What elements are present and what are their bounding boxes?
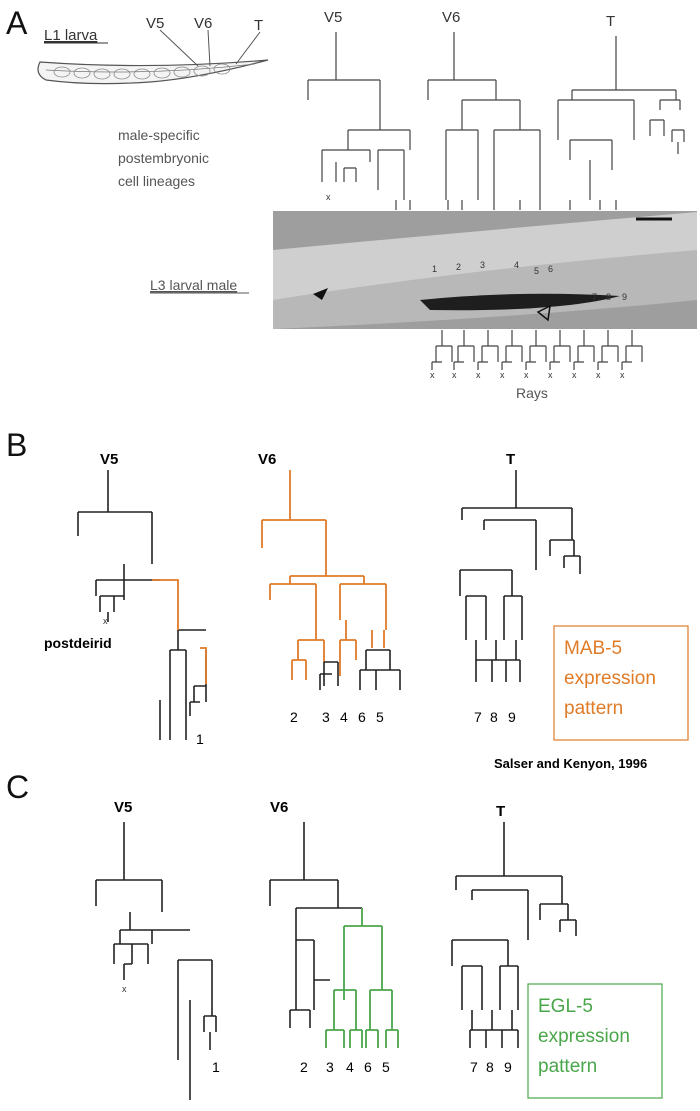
egl5-legend-line-3: pattern	[538, 1056, 597, 1077]
b-v5-death-mark: x	[103, 616, 108, 626]
svg-text:9: 9	[504, 1059, 512, 1075]
svg-text:9: 9	[508, 709, 516, 725]
b-t-ray-numbers: 7 8 9	[474, 709, 516, 725]
c-t-tree	[451, 822, 577, 1048]
caption-line-2: postembryonic	[118, 150, 209, 166]
mab5-legend-line-1: MAB-5	[564, 638, 622, 659]
a-head-v6: V6	[442, 9, 460, 26]
svg-text:7: 7	[592, 292, 597, 302]
svg-text:3: 3	[480, 260, 485, 270]
svg-text:4: 4	[514, 260, 519, 270]
svg-text:5: 5	[534, 266, 539, 276]
svg-text:x: x	[572, 370, 577, 380]
a-head-t: T	[606, 13, 615, 30]
svg-text:7: 7	[470, 1059, 478, 1075]
svg-text:5: 5	[376, 709, 384, 725]
c-v6-ray-numbers: 2 3 4 6 5	[300, 1059, 390, 1075]
svg-text:x: x	[452, 370, 457, 380]
egl5-legend-box	[527, 983, 663, 1099]
mab5-legend-line-3: pattern	[564, 698, 623, 719]
svg-text:x: x	[620, 370, 625, 380]
svg-text:4: 4	[340, 709, 348, 725]
postdeirid-label: postdeirid	[44, 635, 112, 651]
svg-text:4: 4	[346, 1059, 354, 1075]
a-rays-trees	[431, 330, 643, 370]
b-t-tree	[459, 470, 581, 682]
b-head-v6: V6	[258, 451, 276, 468]
c-head-v6: V6	[270, 799, 288, 816]
svg-text:2: 2	[456, 262, 461, 272]
a-rays-death-marks: x x x x x x x x x	[430, 370, 625, 380]
svg-text:x: x	[430, 370, 435, 380]
panel-c-letter: C	[6, 769, 29, 805]
mab5-legend-line-2: expression	[564, 668, 656, 689]
l1-larva-drawing	[37, 29, 269, 85]
b-v6-ray-numbers: 2 3 4 6 5	[290, 709, 384, 725]
c-v5-tree	[95, 822, 217, 1100]
svg-text:2: 2	[290, 709, 298, 725]
b-v5-tree	[77, 470, 207, 740]
larva-cell-v5: V5	[146, 15, 164, 32]
svg-text:x: x	[476, 370, 481, 380]
svg-text:6: 6	[548, 264, 553, 274]
egl5-legend-line-2: expression	[538, 1026, 630, 1047]
caption-line-1: male-specific	[118, 127, 200, 143]
svg-text:x: x	[500, 370, 505, 380]
caption-line-3: cell lineages	[118, 173, 195, 189]
larva-cell-t: T	[254, 17, 263, 34]
svg-text:7: 7	[474, 709, 482, 725]
egl5-legend-line-1: EGL-5	[538, 996, 593, 1017]
svg-text:9: 9	[622, 292, 627, 302]
b-head-v5: V5	[100, 451, 118, 468]
a-lineage-trees	[307, 32, 685, 210]
larva-cell-v6: V6	[194, 15, 212, 32]
svg-text:x: x	[524, 370, 529, 380]
b-v6-tree-mab5	[261, 470, 387, 680]
svg-text:6: 6	[358, 709, 366, 725]
svg-text:8: 8	[490, 709, 498, 725]
c-ray-1: 1	[212, 1059, 220, 1075]
svg-text:6: 6	[364, 1059, 372, 1075]
svg-text:x: x	[596, 370, 601, 380]
b-v6-tree-rest	[319, 649, 401, 690]
svg-text:x: x	[548, 370, 553, 380]
c-head-t: T	[496, 803, 505, 820]
c-v5-death-mark: x	[122, 984, 127, 994]
panel-a-letter: A	[6, 5, 28, 41]
svg-text:5: 5	[382, 1059, 390, 1075]
svg-text:8: 8	[606, 292, 611, 302]
b-v5-mab5-branches	[152, 579, 207, 684]
a-death-mark: x	[326, 192, 331, 202]
panel-b-letter: B	[6, 427, 27, 463]
svg-text:3: 3	[326, 1059, 334, 1075]
b-head-t: T	[506, 451, 515, 468]
l3-micrograph	[273, 211, 697, 329]
c-v6-tree-egl5	[325, 908, 399, 1048]
svg-text:8: 8	[486, 1059, 494, 1075]
c-head-v5: V5	[114, 799, 132, 816]
l1-larva-label: L1 larva	[44, 27, 98, 44]
svg-text:1: 1	[432, 264, 437, 274]
rays-label: Rays	[516, 385, 548, 401]
citation: Salser and Kenyon, 1996	[494, 756, 647, 771]
micrograph-ray-numbers: 1 2 3 4 5 6 7 8 9	[432, 260, 627, 302]
mab5-legend-box	[553, 625, 689, 741]
c-v6-tree	[269, 822, 362, 1028]
c-t-ray-numbers: 7 8 9	[470, 1059, 512, 1075]
micrograph-label: L3 larval male	[150, 277, 237, 293]
svg-text:3: 3	[322, 709, 330, 725]
a-head-v5: V5	[324, 9, 342, 26]
svg-text:2: 2	[300, 1059, 308, 1075]
b-ray-1: 1	[196, 731, 204, 747]
